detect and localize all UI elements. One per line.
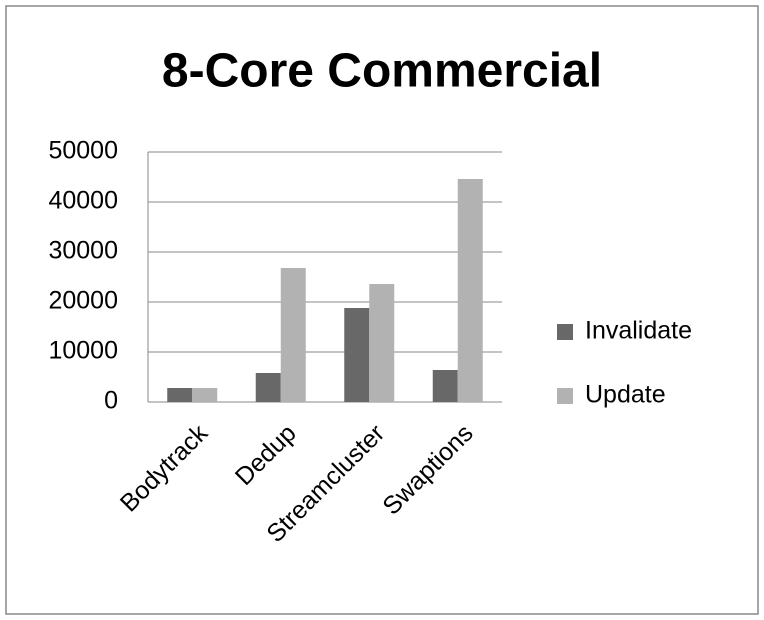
y-tick-label: 30000	[48, 237, 118, 265]
y-tick-label: 10000	[48, 337, 118, 365]
y-tick-label: 50000	[48, 137, 118, 165]
legend-swatch	[557, 388, 573, 404]
chart-title: 8-Core Commercial	[162, 45, 602, 98]
bar	[432, 370, 458, 402]
y-tick-label: 20000	[48, 287, 118, 315]
bar	[457, 179, 483, 402]
y-tick-label: 40000	[48, 187, 118, 215]
bar	[192, 388, 218, 402]
bar	[280, 268, 306, 402]
legend-label: Update	[585, 381, 666, 409]
bar	[167, 388, 193, 402]
bar	[255, 373, 281, 402]
y-tick-label: 0	[104, 387, 118, 415]
legend-swatch	[557, 324, 573, 340]
bar	[369, 284, 395, 402]
legend-label: Invalidate	[585, 317, 692, 345]
bar	[344, 308, 370, 402]
